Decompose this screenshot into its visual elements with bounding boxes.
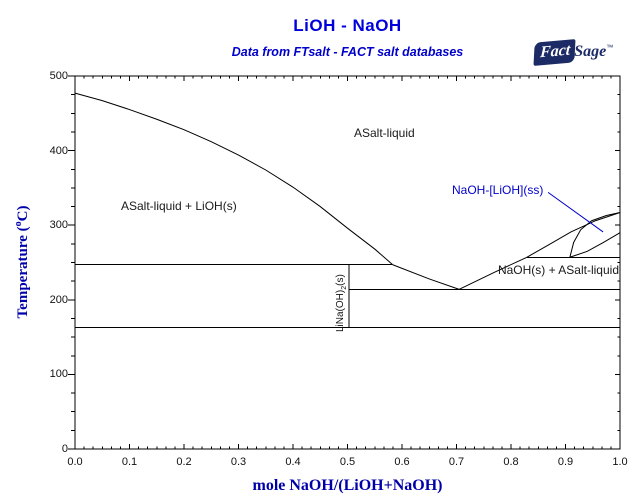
y-tick-label-500: 500	[49, 70, 68, 82]
factsage-logo: Fact Sage™	[533, 39, 614, 66]
x-tick-label-0.5: 0.5	[339, 456, 356, 468]
liquidus-center-branch	[392, 264, 460, 290]
y-tick-label-0: 0	[61, 443, 68, 455]
trademark-symbol: ™	[606, 44, 614, 52]
region-label-naoh-lioh-ss: NaOH-[LiOH](ss)	[452, 183, 544, 197]
x-tick-label-0.3: 0.3	[230, 456, 247, 468]
x-tick-label-0.7: 0.7	[448, 456, 465, 468]
x-tick-label-0.4: 0.4	[285, 456, 301, 468]
liquidus-lioh-branch	[74, 92, 394, 266]
ss-solvus	[569, 232, 621, 258]
region-label-asalt-liquid: ASalt-liquid	[354, 126, 415, 140]
region-label-naoh-plus-asalt-liquid: NaOH(s) + ASalt-liquid	[497, 263, 619, 277]
x-tick-label-0.2: 0.2	[176, 456, 192, 468]
ss-label-leader-line	[547, 191, 604, 233]
ss-solidus	[569, 212, 621, 258]
region-label-asalt-liquid-plus-lioh: ASalt-liquid + LiOH(s)	[121, 199, 237, 213]
x-tick-label-0.0: 0.0	[67, 456, 83, 468]
y-tick-label-300: 300	[49, 219, 68, 232]
region-label-linaoh2-vertical: LiNa(OH)2(s)	[335, 274, 348, 332]
x-tick-label-0.8: 0.8	[503, 456, 519, 468]
chart-title: LiOH - NaOH	[293, 16, 402, 35]
factsage-logo-sage: Sage	[574, 43, 607, 60]
y-tick-label-100: 100	[49, 368, 68, 381]
x-tick-label-0.6: 0.6	[394, 456, 410, 468]
y-tick-label-400: 400	[49, 144, 68, 157]
x-tick-label-1.0: 1.0	[612, 456, 628, 468]
liquidus-naoh-branch	[459, 212, 621, 290]
x-tick-label-0.1: 0.1	[121, 456, 138, 468]
x-tick-label-0.9: 0.9	[557, 456, 574, 468]
chart-subtitle: Data from FTsalt - FACT salt databases	[231, 45, 464, 59]
x-axis-title: mole NaOH/(LiOH+NaOH)	[252, 477, 443, 494]
y-axis-title: Temperature (oC)	[13, 205, 31, 319]
y-tick-label-200: 200	[49, 293, 68, 306]
